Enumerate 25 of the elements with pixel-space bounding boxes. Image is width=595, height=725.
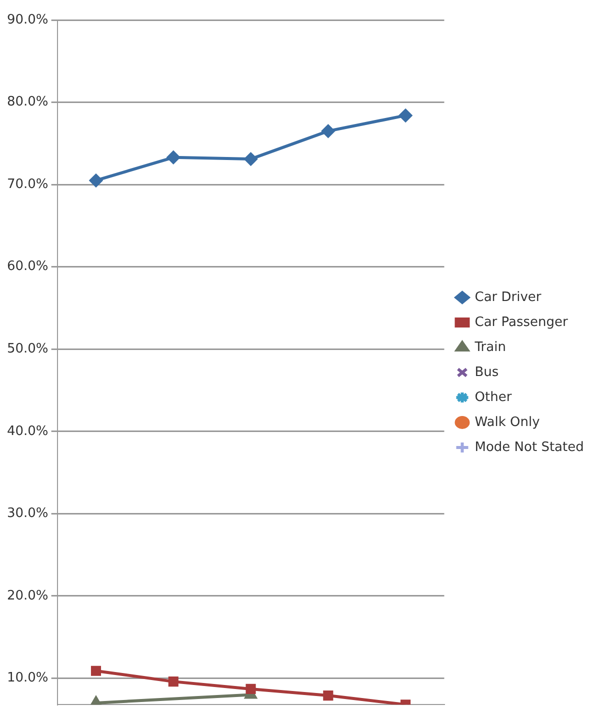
legend-label: Walk Only <box>474 414 540 430</box>
legend-label: Car Passenger <box>474 314 569 330</box>
legend-label: Train <box>474 340 506 355</box>
y-tick-label: 80.0% <box>6 94 48 110</box>
y-tick-label: 90.0% <box>6 12 48 28</box>
y-tick-label: 20.0% <box>6 588 48 604</box>
point <box>89 174 102 187</box>
point <box>246 684 256 694</box>
y-tick-label: 50.0% <box>6 342 48 357</box>
legend-label: Other <box>474 390 512 405</box>
point <box>168 676 178 687</box>
point <box>244 152 258 166</box>
point <box>399 108 412 122</box>
legend-label: Mode Not Stated <box>474 440 584 455</box>
point <box>323 690 334 701</box>
y-tick-label: 60.0% <box>6 259 48 274</box>
legend-label: Bus <box>474 364 499 380</box>
legend-label: Car Driver <box>474 290 542 305</box>
y-tick-label: 40.0% <box>6 424 48 439</box>
y-tick-label: 70.0% <box>6 176 48 192</box>
point <box>166 150 180 164</box>
y-tick-label: 10.0% <box>6 670 48 686</box>
point <box>322 124 335 138</box>
point <box>90 666 102 676</box>
y-tick-label: 30.0% <box>6 506 48 522</box>
